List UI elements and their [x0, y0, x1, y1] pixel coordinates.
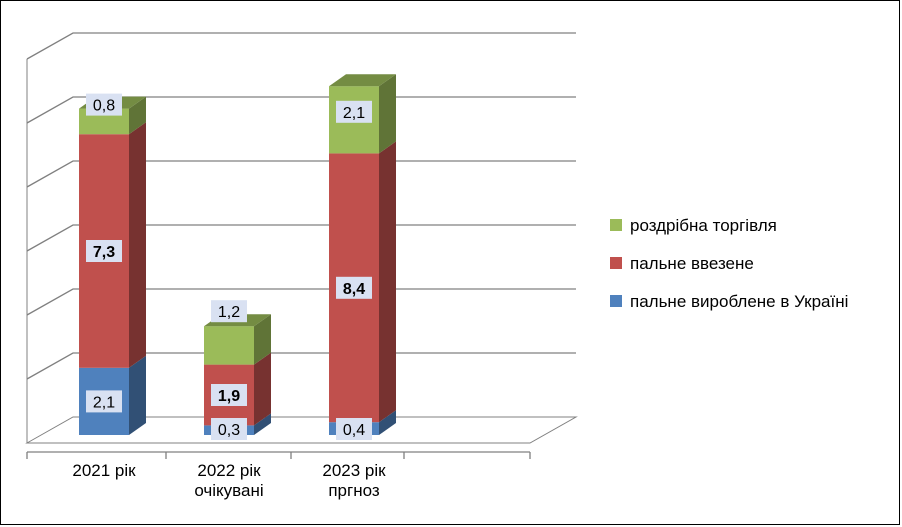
- bar-side: [254, 352, 271, 426]
- gridline: [26, 352, 576, 380]
- data-label-box: [86, 240, 122, 262]
- data-label-box: [336, 100, 372, 123]
- data-label: 2,1: [336, 100, 372, 123]
- bar-top: [329, 74, 396, 87]
- bar-segment: [329, 141, 396, 423]
- legend-label: пальне ввезене: [630, 254, 754, 273]
- legend-item: пальне вироблене в Україні: [610, 292, 848, 311]
- data-label-box: [86, 390, 122, 413]
- bar-side: [254, 314, 271, 365]
- data-label-box: [336, 418, 372, 440]
- data-label-text: 0,3: [218, 422, 240, 439]
- legend-item: роздрібна торгівля: [610, 216, 777, 235]
- data-label-text: 2,1: [343, 105, 365, 122]
- data-label: 8,4: [336, 276, 372, 299]
- data-label: 2,1: [86, 390, 122, 413]
- bars: [79, 74, 396, 435]
- gridline: [26, 288, 576, 316]
- data-label-box: [211, 418, 247, 440]
- gridline: [26, 160, 576, 188]
- data-label: 0,3: [211, 418, 247, 440]
- x-tick-label: 2021 рік: [72, 461, 136, 480]
- data-label: 0,4: [336, 418, 372, 440]
- bar-side: [254, 413, 271, 435]
- x-tick-label: 2022 рік: [197, 461, 261, 480]
- data-label-box: [211, 384, 247, 406]
- data-label-text: 1,9: [218, 388, 240, 405]
- legend-item: пальне ввезене: [610, 254, 754, 273]
- bar-side: [129, 355, 146, 435]
- data-label-box: [211, 300, 247, 323]
- bar-side: [129, 96, 146, 135]
- data-label-text: 0,4: [343, 422, 365, 439]
- x-tick-label: пргноз: [328, 481, 380, 500]
- data-label-text: 2,1: [93, 394, 115, 411]
- bar-front: [204, 326, 254, 365]
- data-label: 1,2: [211, 300, 247, 323]
- bar-side: [379, 141, 396, 423]
- data-label-text: 7,3: [93, 244, 115, 261]
- data-label-box: [86, 93, 122, 116]
- legend-swatch: [610, 295, 622, 307]
- legend-label: роздрібна торгівля: [630, 216, 777, 235]
- data-label: 1,9: [211, 384, 247, 406]
- gridline: [26, 32, 576, 60]
- bar-side: [129, 122, 146, 368]
- legend: роздрібна торгівля пальне ввезене пальне в…: [610, 216, 848, 311]
- legend-swatch: [610, 219, 622, 231]
- data-label-text: 0,8: [93, 98, 115, 115]
- gridlines: [26, 32, 576, 380]
- bar-side: [379, 74, 396, 154]
- bar-segment: [204, 314, 271, 365]
- legend-swatch: [610, 257, 622, 269]
- data-label: 7,3: [86, 240, 122, 262]
- x-tick-label: 2023 рік: [322, 461, 386, 480]
- data-label-text: 1,2: [218, 304, 240, 321]
- data-labels: 2,1 7,3 0,8 0,3 1,9 1,2 0,4 8,4 2,1: [86, 93, 372, 440]
- chart-floor: [25, 416, 578, 444]
- gridline: [26, 224, 576, 252]
- bar-side: [379, 410, 396, 435]
- data-label-text: 8,4: [343, 281, 365, 298]
- data-label-box: [336, 276, 372, 299]
- legend-label: пальне вироблене в Україні: [630, 292, 848, 311]
- data-label: 0,8: [86, 93, 122, 116]
- x-tick-label: очікувані: [194, 481, 263, 500]
- gridline: [26, 96, 576, 124]
